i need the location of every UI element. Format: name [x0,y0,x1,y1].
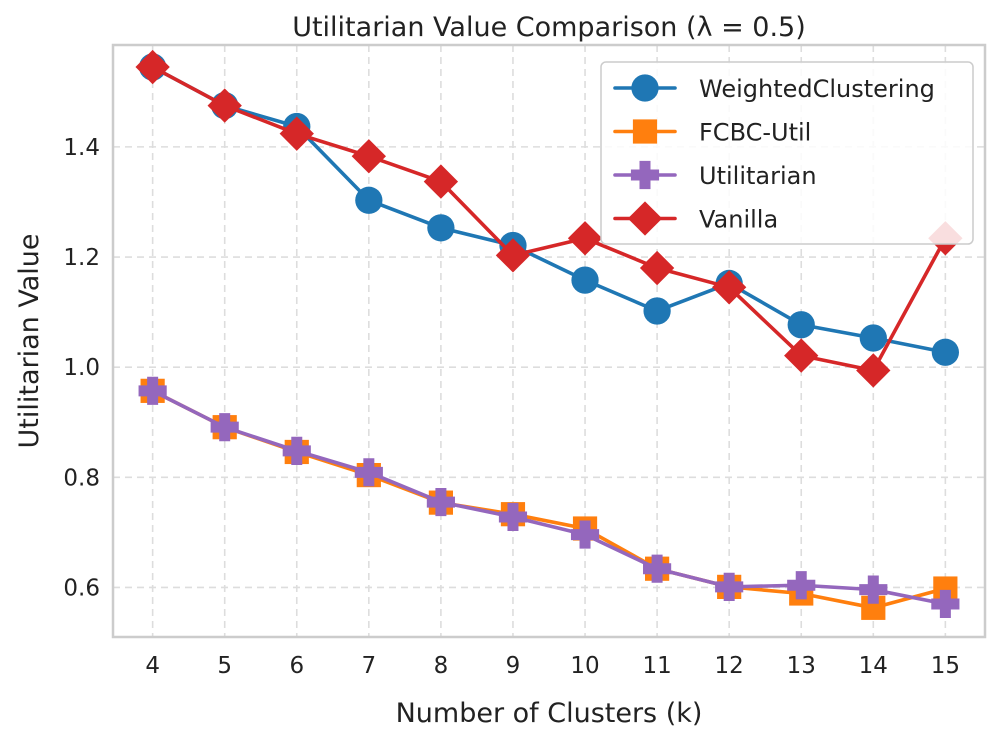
legend-marker-circle [631,74,659,102]
y-tick-label: 0.8 [63,465,100,491]
data-point-utilitarian [931,589,960,619]
data-point-vanilla [639,250,675,286]
x-tick-label: 5 [217,653,232,679]
data-point-weightedclustering [787,311,815,339]
data-point-vanilla [207,88,242,123]
data-point-utilitarian [282,436,311,465]
data-point-vanilla [784,338,819,373]
legend-label: FCBC-Util [699,119,811,147]
data-point-utilitarian [859,575,888,604]
data-point-utilitarian [210,413,239,442]
y-axis-title: Utilitarian Value [14,234,45,449]
y-tick-label: 1.2 [63,245,100,271]
data-point-vanilla [423,164,459,199]
data-point-weightedclustering [859,324,887,352]
data-point-utilitarian [138,376,167,405]
x-tick-label: 12 [715,653,744,679]
data-point-weightedclustering [571,266,599,294]
x-tick-label: 14 [859,653,888,679]
legend-item-fcbc-util: FCBC-Util [613,119,811,147]
data-point-utilitarian [498,502,528,532]
series-group [135,49,963,620]
y-tick-label: 1.0 [63,355,100,381]
legend-box [600,61,974,245]
data-point-utilitarian [643,554,672,583]
legend: WeightedClustering FCBC-Util Utilitarian Va… [600,61,974,245]
series-line-utilitarian [150,389,948,606]
data-point-weightedclustering [427,214,455,242]
x-axis-title: Number of Clusters (k) [396,698,703,729]
x-tick-label: 10 [570,653,599,679]
legend-marker-plus [630,160,660,190]
x-tick-label: 9 [506,653,521,679]
data-point-vanilla [712,270,747,305]
data-point-utilitarian [715,572,744,601]
data-point-utilitarian [570,520,600,549]
legend-item-weightedclustering: WeightedClustering [613,74,935,103]
x-tick-label: 4 [145,653,160,679]
legend-label: Vanilla [699,206,778,234]
plot-frame [111,43,987,639]
x-tick-label: 6 [289,653,304,679]
tick-labels: 4 5 6 7 8 9 10 11 12 13 14 15 0.6 0.8 1.0 1.2 1.4 [63,135,960,679]
x-tick-label: 7 [362,653,377,679]
legend-label: WeightedClustering [699,75,935,103]
series-line-fcbc-util [150,389,948,610]
chart-title: Utilitarian Value Comparison (λ = 0.5) [292,12,806,43]
legend-marker-diamond [627,201,663,236]
legend-label: Utilitarian [699,162,817,190]
x-tick-label: 11 [642,653,671,679]
legend-marker-square [632,119,658,144]
data-point-utilitarian [426,487,455,517]
data-point-weightedclustering [355,186,383,214]
legend-item-vanilla: Vanilla [613,201,778,236]
x-tick-label: 13 [787,653,816,679]
data-point-utilitarian [354,458,383,487]
y-tick-label: 0.6 [63,575,100,601]
data-point-vanilla [495,238,531,273]
data-point-weightedclustering [643,297,671,325]
legend-item-utilitarian: Utilitarian [613,160,817,190]
data-point-vanilla [279,116,314,151]
data-point-vanilla [856,353,891,388]
data-point-utilitarian [787,571,816,600]
series-utilitarian [138,376,960,619]
data-point-vanilla [135,49,170,85]
series-fcbc-util [140,378,958,620]
x-tick-label: 8 [434,653,449,679]
y-tick-label: 1.4 [63,135,100,161]
data-point-weightedclustering [931,338,960,366]
data-point-vanilla [567,221,603,256]
data-point-vanilla [351,139,386,174]
x-tick-label: 15 [931,653,960,679]
